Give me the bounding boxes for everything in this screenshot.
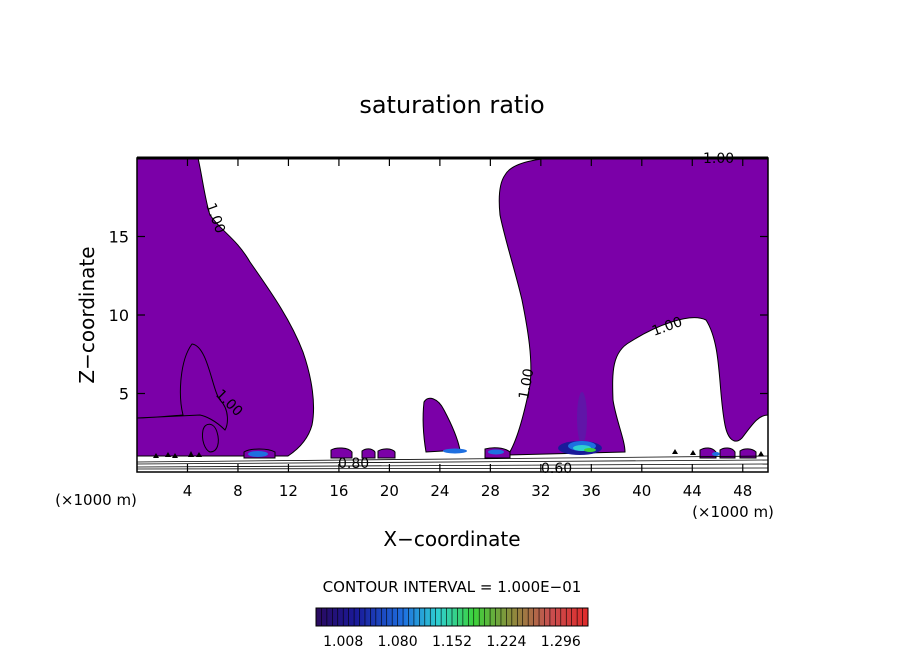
- right-plume-region: [498, 158, 768, 456]
- colorbar-tick-label: 1.224: [486, 634, 526, 650]
- y-axis-label: Z−coordinate: [75, 246, 99, 383]
- x-axis-unit-left: (×1000 m): [55, 491, 137, 509]
- colorbar-bins: [321, 608, 583, 626]
- x-axis-unit-right: (×1000 m): [692, 503, 774, 521]
- chart-title: saturation ratio: [359, 91, 544, 119]
- left-plume-region: [137, 158, 315, 457]
- y-tick-label: 5: [119, 385, 129, 404]
- x-tick-label: 4: [183, 482, 193, 500]
- x-axis-label: X−coordinate: [383, 527, 520, 551]
- y-tick-label: 15: [109, 228, 129, 247]
- contour-label: 0.60: [541, 461, 572, 477]
- colorbar-tick-label: 1.008: [323, 634, 363, 650]
- x-tick-label: 40: [632, 482, 651, 500]
- colorbar-ticks: 1.008 1.080 1.152 1.224 1.296: [323, 634, 581, 650]
- y-axis: 5 10 15: [109, 228, 768, 404]
- saturation-fill: [137, 158, 768, 470]
- small-plume-region: [422, 397, 461, 453]
- x-tick-label: 16: [329, 482, 348, 500]
- contour-label: 1.00: [516, 367, 537, 400]
- colorbar-tick-label: 1.080: [378, 634, 418, 650]
- contour-interval-text: CONTOUR INTERVAL = 1.000E−01: [323, 578, 582, 596]
- y-tick-label: 10: [109, 306, 129, 325]
- colorbar-tick-label: 1.296: [541, 634, 581, 650]
- small-cell-region: [202, 423, 219, 453]
- x-tick-label: 48: [733, 482, 752, 500]
- x-tick-label: 32: [531, 482, 550, 500]
- x-tick-label: 8: [233, 482, 243, 500]
- x-tick-label: 12: [279, 482, 298, 500]
- x-tick-label: 36: [582, 482, 601, 500]
- x-axis: 4 8 12 16 20 24 28 32 36 40 44 48: [183, 158, 752, 500]
- x-tick-label: 20: [380, 482, 399, 500]
- contour-label: 0.80: [338, 456, 369, 472]
- x-tick-label: 28: [481, 482, 500, 500]
- colorbar-tick-label: 1.152: [432, 634, 472, 650]
- x-tick-label: 44: [683, 482, 702, 500]
- x-tick-label: 24: [430, 482, 449, 500]
